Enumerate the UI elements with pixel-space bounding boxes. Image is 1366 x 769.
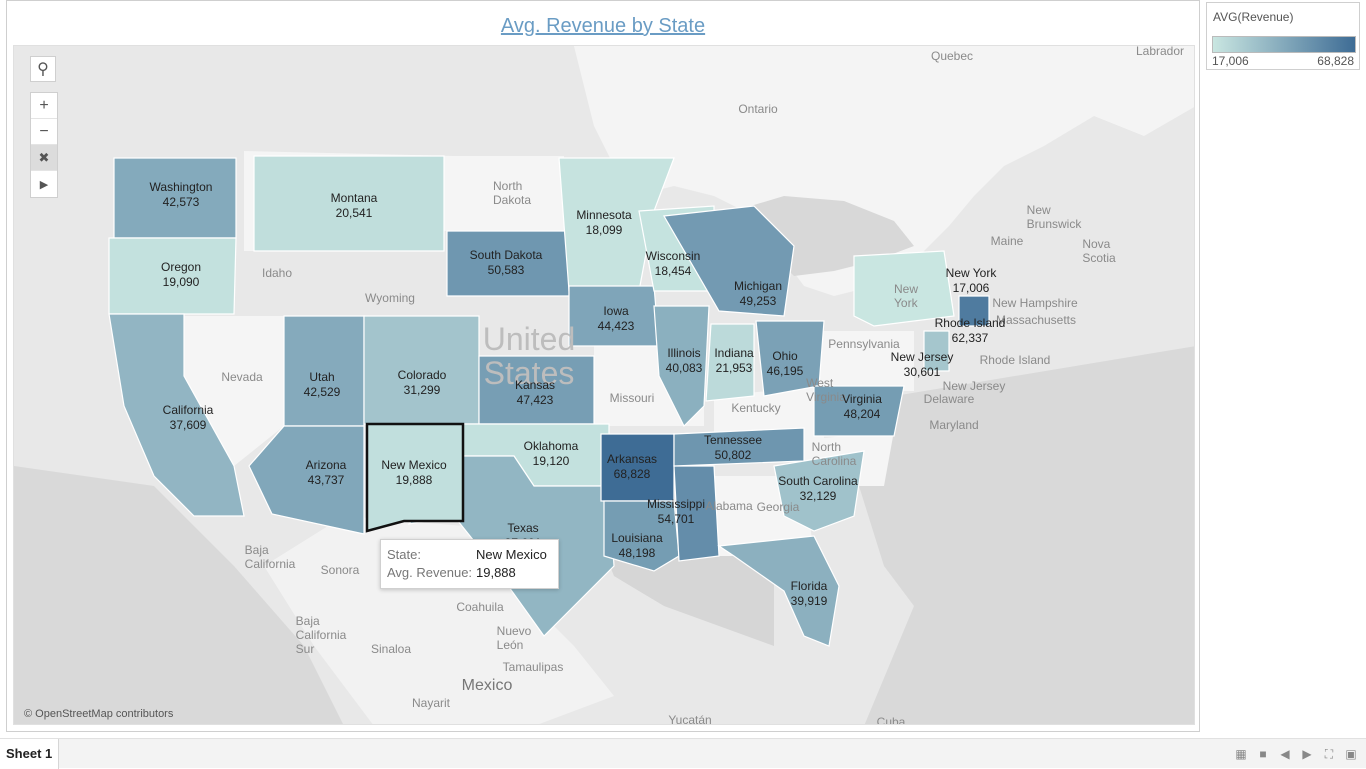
state-new-york[interactable] bbox=[853, 250, 955, 327]
tooltip-metric-value: 19,888 bbox=[476, 565, 516, 580]
zoom-in-icon[interactable]: + bbox=[31, 93, 57, 119]
state-mississippi[interactable] bbox=[673, 465, 720, 562]
state-oregon[interactable] bbox=[108, 237, 237, 315]
nevada-area bbox=[184, 316, 284, 466]
pacific-water bbox=[14, 466, 343, 724]
state-iowa[interactable] bbox=[568, 285, 660, 347]
map-toolbar: ⚲ + − ✖ ▶ bbox=[30, 56, 58, 198]
legend-color-ramp bbox=[1212, 36, 1356, 53]
expand-arrow-icon[interactable]: ▶ bbox=[31, 171, 57, 197]
map-tooltip: State: New Mexico Avg. Revenue: 19,888 bbox=[380, 539, 559, 589]
pennsylvania-area bbox=[814, 331, 914, 391]
fit-screen-icon[interactable]: ⛶ bbox=[1324, 747, 1334, 761]
map-view[interactable]: United States Mexico Ontario Quebec Labra… bbox=[13, 45, 1195, 725]
state-montana[interactable] bbox=[253, 155, 445, 252]
legend-max-label: 68,828 bbox=[1317, 54, 1354, 68]
kentucky-area bbox=[714, 386, 824, 441]
worksheet: Avg. Revenue by State United States Mexic… bbox=[6, 0, 1200, 732]
state-florida[interactable] bbox=[717, 535, 840, 647]
state-ohio[interactable] bbox=[755, 320, 825, 397]
zoom-out-icon[interactable]: − bbox=[31, 119, 57, 145]
state-arizona[interactable] bbox=[248, 425, 365, 535]
atlantic-water bbox=[834, 346, 1194, 724]
state-tennessee[interactable] bbox=[673, 427, 805, 467]
state-kansas[interactable] bbox=[478, 355, 595, 425]
tooltip-metric-key: Avg. Revenue: bbox=[387, 565, 473, 580]
legend-title: AVG(Revenue) bbox=[1213, 10, 1294, 24]
state-colorado[interactable] bbox=[363, 315, 480, 425]
next-sheet-icon[interactable]: ▶ bbox=[1302, 747, 1312, 761]
state-rhode-island[interactable] bbox=[958, 295, 990, 327]
color-legend[interactable]: AVG(Revenue) 17,006 68,828 bbox=[1206, 2, 1360, 70]
state-illinois[interactable] bbox=[653, 305, 710, 428]
north-dakota-area bbox=[444, 156, 564, 231]
state-new-jersey[interactable] bbox=[923, 330, 950, 372]
map-tool-group: + − ✖ ▶ bbox=[30, 92, 58, 198]
search-icon[interactable]: ⚲ bbox=[30, 56, 56, 82]
state-new-mexico[interactable] bbox=[365, 422, 465, 533]
tooltip-state-value: New Mexico bbox=[476, 547, 547, 562]
map-attribution[interactable]: © OpenStreetMap contributors bbox=[24, 708, 174, 720]
presentation-mode-icon[interactable]: ▣ bbox=[1345, 747, 1357, 761]
state-utah[interactable] bbox=[283, 315, 365, 427]
tooltip-state-key: State: bbox=[387, 547, 421, 562]
state-virginia[interactable] bbox=[813, 385, 905, 437]
canada-east-area bbox=[574, 46, 1194, 296]
legend-min-label: 17,006 bbox=[1212, 54, 1249, 68]
state-michigan[interactable] bbox=[663, 205, 795, 317]
state-south-carolina[interactable] bbox=[773, 450, 865, 532]
state-washington[interactable] bbox=[113, 157, 237, 239]
worksheet-title[interactable]: Avg. Revenue by State bbox=[500, 15, 706, 37]
state-louisiana[interactable] bbox=[603, 500, 680, 572]
previous-sheet-icon[interactable]: ◀ bbox=[1280, 747, 1290, 761]
pin-icon[interactable]: ✖ bbox=[31, 145, 57, 171]
state-california[interactable] bbox=[108, 313, 245, 517]
state-indiana[interactable] bbox=[705, 323, 755, 402]
map-canvas[interactable] bbox=[14, 46, 1195, 725]
state-south-dakota[interactable] bbox=[446, 230, 570, 297]
bottom-tab-bar: Sheet 1 ▦ ■ ◀ ▶ ⛶ ▣ bbox=[0, 738, 1366, 769]
single-sheet-icon[interactable]: ■ bbox=[1259, 747, 1267, 761]
bottom-bar-icons: ▦ ■ ◀ ▶ ⛶ ▣ bbox=[1234, 747, 1358, 761]
mexico-area bbox=[264, 516, 614, 724]
tab-sheet-1[interactable]: Sheet 1 bbox=[0, 739, 60, 769]
filmstrip-icon[interactable]: ▦ bbox=[1235, 747, 1247, 761]
state-arkansas[interactable] bbox=[600, 433, 675, 502]
